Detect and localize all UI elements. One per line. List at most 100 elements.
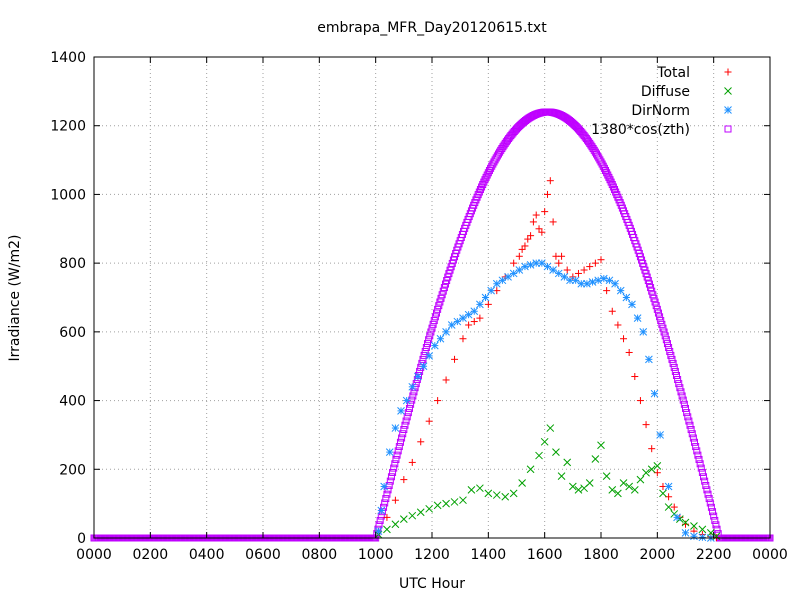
y-tick-label: 400 xyxy=(59,394,86,410)
diffuse-point xyxy=(642,468,650,477)
cos-zth-point xyxy=(682,404,689,412)
total-point xyxy=(532,211,540,219)
dirnorm-point xyxy=(622,293,631,302)
legend: Total Diffuse DirNorm 1380*cos(zth) xyxy=(591,65,732,138)
cos-zth-point xyxy=(669,359,677,367)
diffuse-point xyxy=(585,479,594,487)
dirnorm-point xyxy=(481,293,490,302)
dirnorm-point xyxy=(419,362,428,371)
dirnorm-point xyxy=(414,372,422,381)
total-point xyxy=(586,263,594,271)
cos-zth-point xyxy=(670,363,678,371)
cos-zth-point xyxy=(606,176,614,184)
cos-zth-point xyxy=(403,413,411,421)
cos-zth-point xyxy=(658,320,666,328)
dirnorm-point xyxy=(453,317,462,326)
cos-zth-point xyxy=(686,421,694,429)
legend-label: 1380*cos(zth) xyxy=(591,122,690,138)
legend-marker xyxy=(724,106,732,114)
dirnorm-point xyxy=(588,278,597,286)
cos-zth-point xyxy=(437,294,445,302)
cos-zth-point xyxy=(414,371,422,379)
cos-zth-point xyxy=(422,344,430,352)
total-point xyxy=(642,421,650,429)
total-point xyxy=(476,314,484,322)
cos-zth-point xyxy=(685,417,693,425)
cos-zth-point xyxy=(384,486,392,494)
cos-zth-point xyxy=(698,468,706,476)
cos-zth-point xyxy=(662,336,670,344)
diffuse-point xyxy=(630,486,639,494)
cos-zth-point xyxy=(667,351,675,359)
cos-zth-point xyxy=(433,309,441,317)
diffuse-point xyxy=(425,504,434,513)
cos-zth-point xyxy=(599,162,607,170)
cos-zth-point xyxy=(382,495,390,503)
dirnorm-point xyxy=(380,482,388,491)
legend-label: DirNorm xyxy=(631,103,690,119)
cos-zth-point xyxy=(389,468,397,476)
total-point xyxy=(591,259,599,267)
cos-zth-point xyxy=(478,183,486,191)
cos-zth-point xyxy=(605,173,613,181)
dirnorm-point xyxy=(611,279,619,288)
total-point xyxy=(614,321,622,329)
total-point xyxy=(529,218,537,226)
legend-label: Total xyxy=(656,65,690,81)
total-point xyxy=(580,266,588,274)
diffuse-point xyxy=(476,484,484,493)
cos-zth-point xyxy=(656,313,664,321)
cos-zth-point xyxy=(425,336,433,344)
diffuse-point xyxy=(484,489,493,498)
diffuse-point xyxy=(501,492,510,501)
dirnorm-point xyxy=(664,482,673,491)
cos-zth-point xyxy=(689,434,697,442)
total-point xyxy=(400,476,408,484)
diffuse-point xyxy=(509,489,518,498)
dirnorm-point xyxy=(549,266,557,274)
cos-zth-point xyxy=(693,447,701,455)
dirnorm-point xyxy=(639,328,648,336)
dirnorm-point xyxy=(391,424,400,432)
cos-zth-point xyxy=(600,164,608,172)
x-tick-label: 0600 xyxy=(245,547,281,563)
total-point xyxy=(515,252,523,260)
total-point xyxy=(563,266,571,274)
cos-zth-point xyxy=(480,178,488,186)
dirnorm-point xyxy=(616,286,625,295)
total-point xyxy=(631,373,639,381)
total-point xyxy=(465,321,473,329)
diffuse-point xyxy=(399,515,408,523)
dirnorm-point xyxy=(698,533,707,542)
cos-zth-point xyxy=(647,284,655,292)
cos-zth-point xyxy=(654,309,662,317)
cos-zth-point xyxy=(695,455,703,463)
cos-zth-point xyxy=(375,521,383,529)
cos-zth-point xyxy=(427,328,435,336)
x-tick-label: 1600 xyxy=(527,547,563,563)
total-point xyxy=(597,256,605,264)
cos-zth-point xyxy=(385,481,393,489)
cos-zth-point xyxy=(651,298,659,306)
cos-zth-point xyxy=(696,460,704,468)
total-point xyxy=(521,242,529,250)
cos-zth-point xyxy=(481,176,489,184)
cos-zth-point xyxy=(692,443,700,451)
cos-zth-point xyxy=(430,317,438,325)
total-point xyxy=(391,496,399,504)
cos-zth-point xyxy=(666,347,674,355)
cos-zth-point xyxy=(438,291,446,299)
total-point xyxy=(417,438,425,446)
total-point xyxy=(603,287,611,295)
cos-zth-point xyxy=(426,332,434,340)
cos-zth-point xyxy=(399,430,407,438)
x-tick-labels: 0000 0200 0400 0600 0800 1000 1200 1400 1600 1800… xyxy=(76,547,788,563)
series-dirnorm xyxy=(374,259,715,542)
diffuse-point xyxy=(619,479,628,487)
dirnorm-point xyxy=(690,532,698,541)
diffuse-point xyxy=(659,489,667,498)
cos-zth-point xyxy=(483,171,491,179)
x-tick-label: 0000 xyxy=(76,547,112,563)
diffuse-point xyxy=(557,472,566,481)
